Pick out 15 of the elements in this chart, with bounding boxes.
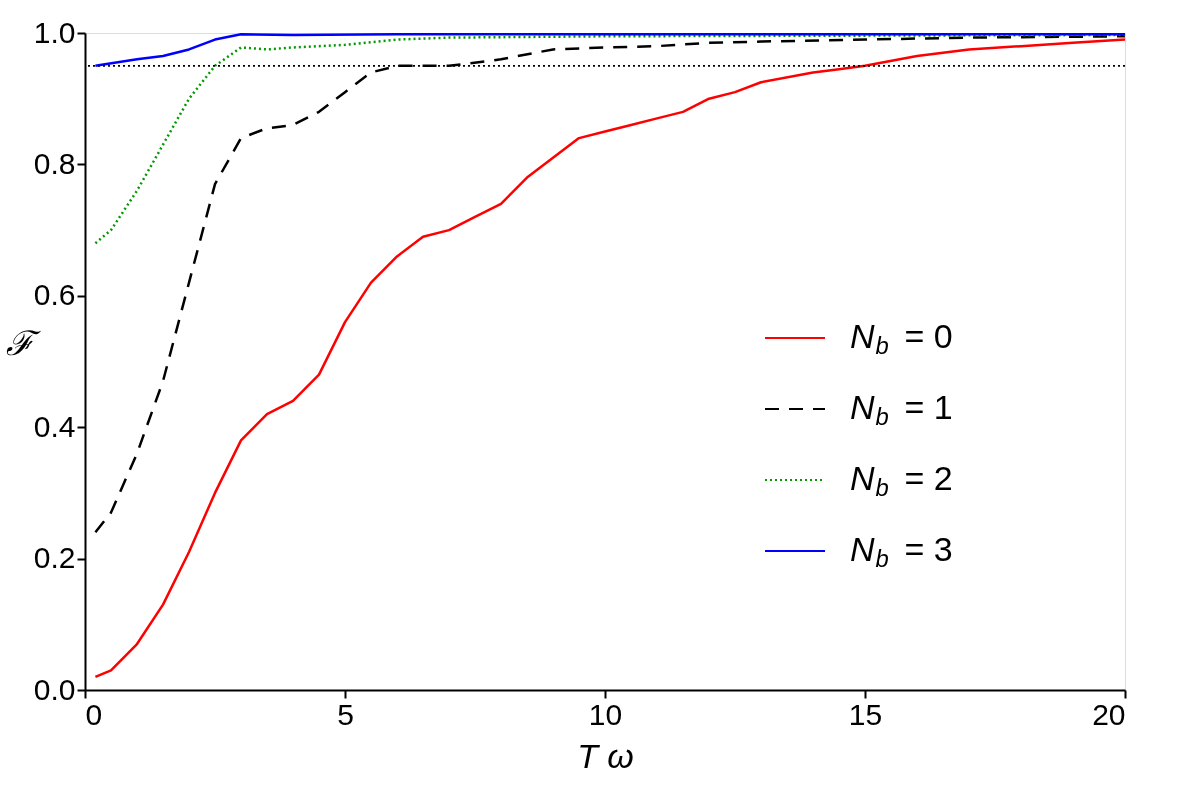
y-tick-label: 0.8 — [33, 146, 76, 180]
x-tick-label: 15 — [848, 697, 883, 731]
y-tick-label: 0.2 — [33, 541, 76, 575]
x-tick-label: 5 — [337, 697, 354, 731]
y-axis-title: ℱ — [5, 324, 41, 362]
line-series — [94, 38, 1125, 679]
x-axis-title: T ω — [577, 736, 634, 775]
y-tick-label: 0.4 — [33, 409, 76, 443]
x-tick-label: 0 — [85, 697, 103, 731]
x-tick-label: 20 — [1092, 697, 1126, 731]
x-tick-label: 10 — [588, 697, 623, 731]
line-series — [94, 33, 1125, 68]
y-tick-label: 0.6 — [33, 278, 76, 312]
y-tick-label: 1.0 — [33, 15, 76, 49]
y-tick-label: 0.0 — [33, 672, 76, 706]
